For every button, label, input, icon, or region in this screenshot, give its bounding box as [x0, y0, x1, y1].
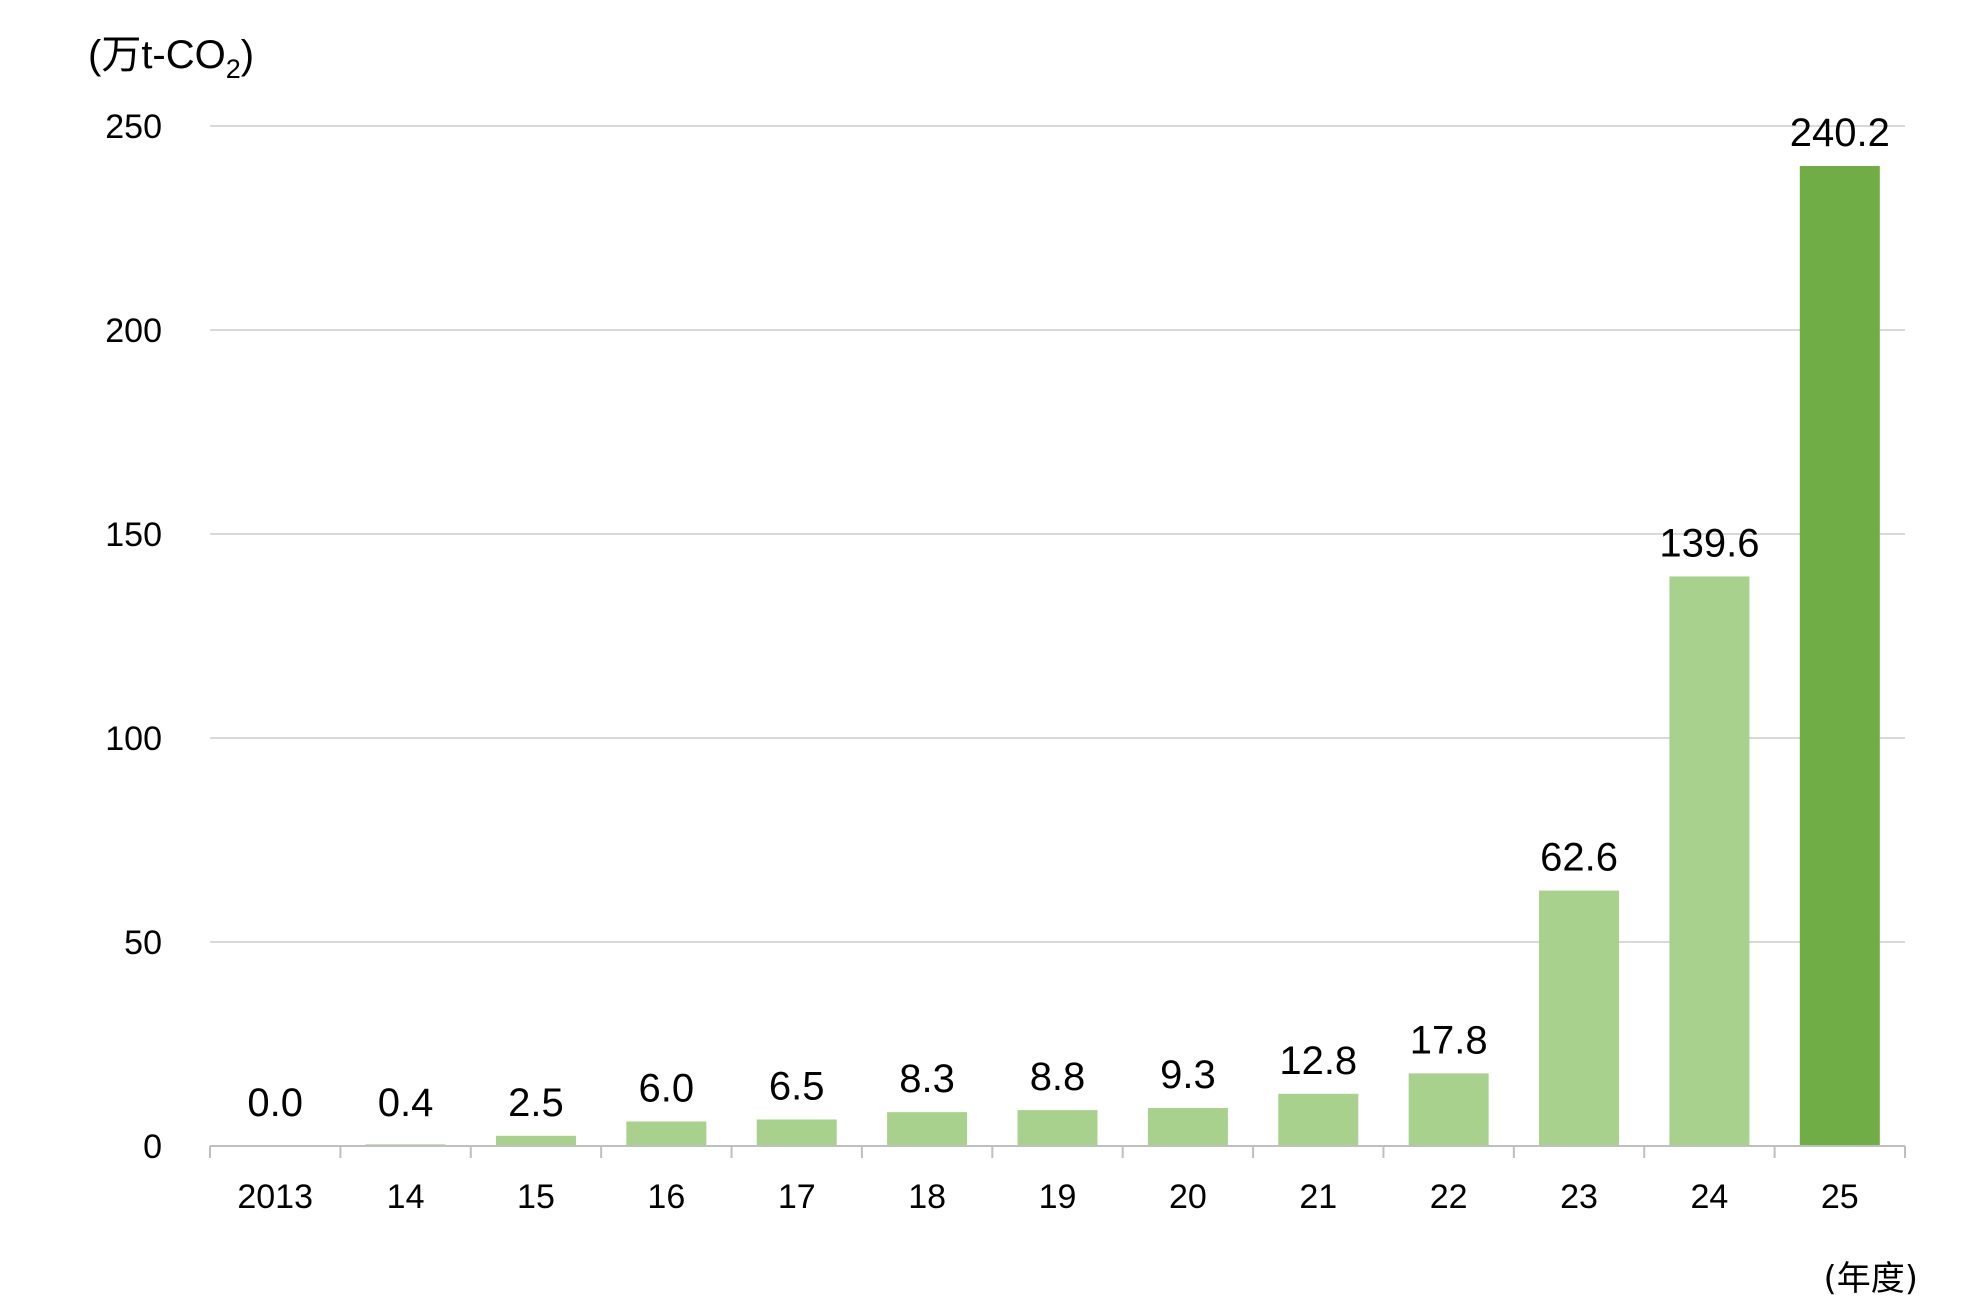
- y-axis-unit-subscript: 2: [226, 54, 241, 84]
- bars: [365, 165, 1880, 1146]
- bar-20: [1147, 1108, 1228, 1146]
- bar-21: [1278, 1093, 1359, 1146]
- data-label-16: 6.0: [639, 1067, 695, 1111]
- y-tick-label-50: 50: [124, 924, 162, 962]
- y-tick-label-200: 200: [105, 312, 162, 350]
- data-label-25: 240.2: [1790, 111, 1890, 155]
- data-label-21: 12.8: [1279, 1039, 1357, 1083]
- data-label-18: 8.3: [899, 1057, 955, 1101]
- y-axis-unit-prefix: (万t-CO: [88, 33, 226, 77]
- x-tick-label-22: 22: [1430, 1178, 1468, 1216]
- x-tick-label-20: 20: [1169, 1178, 1207, 1216]
- data-label-24: 139.6: [1659, 521, 1759, 565]
- x-tick-label-24: 24: [1691, 1178, 1729, 1216]
- x-tick-label-15: 15: [517, 1178, 555, 1216]
- y-axis-unit-suffix: ): [241, 33, 254, 77]
- y-tick-label-150: 150: [105, 516, 162, 554]
- data-label-17: 6.5: [769, 1064, 825, 1108]
- bar-22: [1408, 1073, 1489, 1146]
- bar-24: [1669, 576, 1750, 1146]
- x-tick-label-25: 25: [1821, 1178, 1859, 1216]
- x-tick-label-18: 18: [908, 1178, 946, 1216]
- data-label-22: 17.8: [1410, 1018, 1488, 1062]
- x-tick-label-19: 19: [1039, 1178, 1077, 1216]
- data-label-15: 2.5: [508, 1081, 564, 1125]
- y-tick-label-100: 100: [105, 720, 162, 758]
- y-axis-ticks: 0 50 100 150 200 250: [105, 108, 162, 1166]
- x-tick-label-14: 14: [387, 1178, 425, 1216]
- x-axis-unit-label: (年度): [1823, 1259, 1918, 1299]
- x-tick-label-16: 16: [647, 1178, 685, 1216]
- data-label-19: 8.8: [1030, 1055, 1086, 1099]
- bar-16: [626, 1121, 707, 1146]
- data-label-20: 9.3: [1160, 1053, 1216, 1097]
- x-tick-label-2013: 2013: [237, 1178, 313, 1216]
- bar-23: [1539, 890, 1620, 1146]
- data-label-2013: 0.0: [247, 1081, 303, 1125]
- gridlines: [210, 125, 1905, 943]
- x-axis: [209, 1145, 1906, 1158]
- x-tick-label-17: 17: [778, 1178, 816, 1216]
- bar-18: [887, 1112, 968, 1146]
- bar-17: [756, 1119, 837, 1146]
- bar-19: [1017, 1110, 1098, 1146]
- bar-25: [1799, 165, 1880, 1146]
- bar-15: [495, 1135, 576, 1146]
- x-tick-label-23: 23: [1560, 1178, 1598, 1216]
- y-tick-label-250: 250: [105, 108, 162, 146]
- y-axis-unit-label: (万t-CO2): [88, 33, 254, 84]
- data-labels: 0.0 0.4 2.5 6.0 6.5 8.3 8.8 9.3 12.8 17.8 62.6 139.…: [247, 111, 1889, 1125]
- x-axis-ticks: 2013 14 15 16 17 18 19 20 21 22 23 24 25: [237, 1178, 1858, 1216]
- x-tick-label-21: 21: [1299, 1178, 1337, 1216]
- data-label-14: 0.4: [378, 1081, 434, 1125]
- data-label-23: 62.6: [1540, 836, 1618, 880]
- y-tick-label-0: 0: [143, 1128, 162, 1166]
